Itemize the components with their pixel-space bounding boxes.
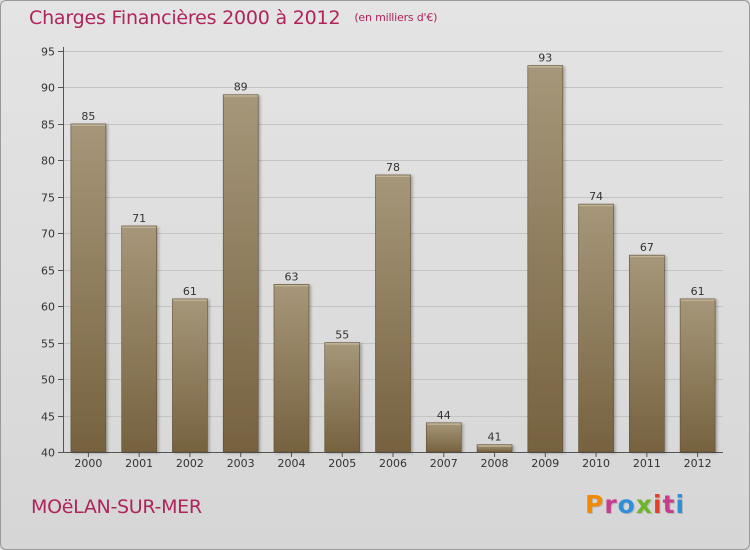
y-tick-label: 95: [41, 46, 55, 59]
data-label: 78: [386, 161, 400, 174]
bar-highlight: [426, 423, 461, 425]
bar: [527, 65, 564, 453]
bar: [679, 298, 716, 453]
bar-highlight: [477, 445, 512, 447]
bar-highlight: [376, 175, 410, 177]
title-unit: (en milliers d'€): [354, 11, 438, 24]
bar: [172, 298, 208, 453]
bar-highlight: [172, 299, 207, 301]
y-tick-label: 40: [41, 447, 55, 460]
proxiti-logo: Proxiti: [585, 490, 686, 519]
x-tick-label: 2006: [379, 457, 407, 470]
x-tick-label: 2012: [684, 457, 712, 470]
y-tick-label: 60: [41, 301, 55, 314]
bar-highlight: [71, 124, 106, 126]
x-tick-label: 2009: [531, 457, 559, 470]
bar: [578, 203, 614, 453]
data-label: 93: [538, 52, 552, 65]
data-label: 44: [437, 409, 451, 422]
data-label: 85: [81, 110, 95, 123]
data-label: 61: [183, 285, 197, 298]
x-tick-label: 2005: [328, 457, 356, 470]
bar-highlight: [579, 204, 614, 207]
bar-highlight: [274, 284, 309, 287]
data-label: 71: [132, 212, 146, 225]
x-tick-label: 2004: [277, 457, 305, 470]
city-name: MOëLAN-SUR-MER: [31, 496, 202, 518]
x-tick-label: 2000: [74, 457, 102, 470]
bar: [121, 225, 157, 453]
x-tick-label: 2001: [125, 457, 153, 470]
data-label: 55: [335, 329, 349, 342]
bar: [375, 174, 411, 453]
bar-highlight: [629, 255, 664, 258]
bar: [476, 444, 513, 453]
bar-highlight: [122, 226, 157, 228]
y-tick-label: 80: [41, 155, 55, 168]
bar-highlight: [528, 66, 563, 68]
y-tick-label: 55: [41, 338, 55, 351]
x-tick-label: 2010: [582, 457, 610, 470]
data-label: 63: [284, 270, 298, 283]
x-tick-label: 2007: [430, 457, 458, 470]
y-tick-label: 50: [41, 374, 55, 387]
data-label: 89: [234, 81, 248, 94]
bar: [273, 284, 310, 453]
labels: 40 45 50 55 60 65 70 75 80 85 90 95 85 2000 71 2001 61 20…: [41, 46, 712, 471]
axes: [58, 47, 723, 457]
data-label: 67: [640, 241, 654, 254]
bars: [70, 65, 716, 453]
y-tick-label: 85: [41, 119, 55, 132]
data-label: 41: [488, 431, 502, 444]
chart-title: Charges Financières 2000 à 2012 (en milli…: [29, 7, 437, 29]
bar: [425, 422, 462, 453]
title-text: Charges Financières 2000 à 2012: [29, 7, 341, 29]
y-tick-label: 70: [41, 228, 55, 241]
data-label: 61: [691, 285, 705, 298]
y-tick-label: 90: [41, 82, 55, 95]
bar: [222, 94, 259, 453]
x-tick-label: 2002: [176, 457, 204, 470]
bar-highlight: [680, 299, 715, 301]
y-tick-label: 65: [41, 265, 55, 278]
x-tick-label: 2003: [227, 457, 255, 470]
y-tick-label: 75: [41, 192, 55, 205]
x-tick-label: 2008: [481, 457, 509, 470]
data-label: 74: [589, 190, 603, 203]
bar: [70, 123, 107, 453]
bar-highlight: [325, 343, 360, 345]
bar: [324, 342, 361, 453]
bar-highlight: [223, 95, 258, 97]
bar: [629, 254, 665, 453]
x-tick-label: 2011: [633, 457, 661, 470]
y-tick-label: 45: [41, 411, 55, 424]
